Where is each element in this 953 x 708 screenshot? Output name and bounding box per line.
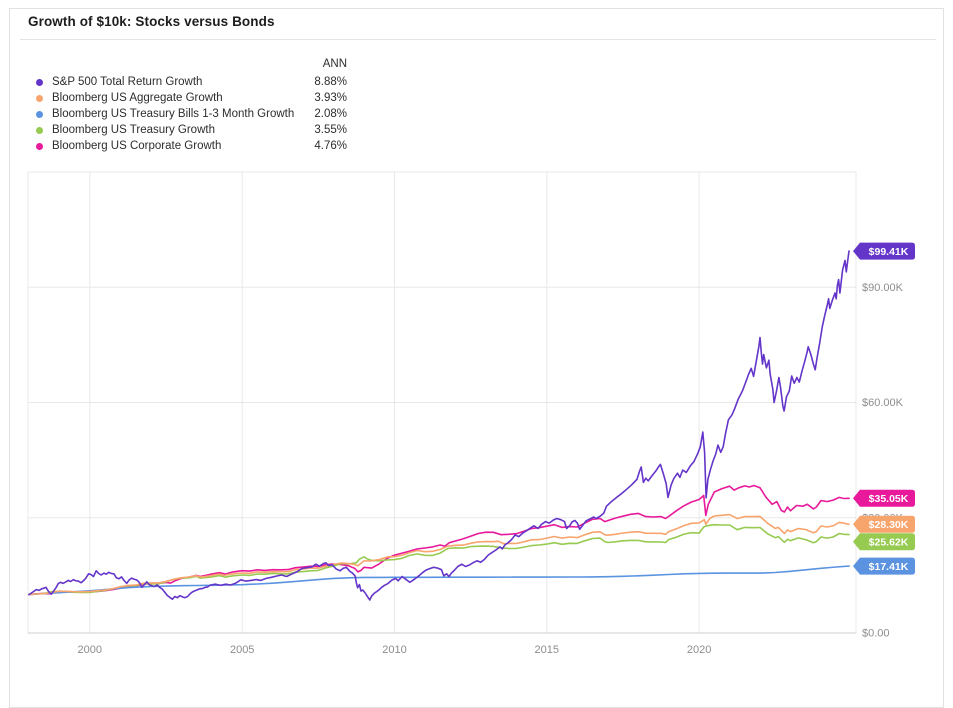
- x-axis-tick-label: 2000: [78, 644, 102, 656]
- end-value-badge: $35.05K: [853, 489, 915, 507]
- legend-dot-icon: [36, 142, 43, 150]
- svg-text:$28.30K: $28.30K: [869, 519, 909, 531]
- svg-text:$99.41K: $99.41K: [869, 246, 909, 258]
- legend-ann-header: ANN: [322, 58, 347, 70]
- series-line: [28, 484, 850, 596]
- legend-series-name: Bloomberg US Treasury Growth: [52, 124, 215, 136]
- svg-text:$35.05K: $35.05K: [869, 493, 909, 505]
- y-axis-tick-label: $90.00K: [862, 282, 904, 294]
- title-divider: [20, 39, 936, 40]
- y-axis-tick-label: $0.00: [862, 628, 890, 640]
- legend-dot-icon: [36, 110, 43, 118]
- legend-row[interactable]: S&P 500 Total Return Growth 8.88%: [36, 74, 347, 90]
- end-value-badge: $17.41K: [853, 557, 915, 575]
- legend-ann-value: 4.76%: [314, 140, 347, 152]
- legend-series-name: Bloomberg US Aggregate Growth: [52, 92, 223, 104]
- legend-row[interactable]: Bloomberg US Aggregate Growth 3.93%: [36, 90, 347, 106]
- series-line: [28, 513, 850, 596]
- legend-series-name: Bloomberg US Corporate Growth: [52, 140, 222, 152]
- legend-ann-value: 2.08%: [314, 108, 347, 120]
- legend-dot-icon: [36, 78, 43, 86]
- legend-dot-icon: [36, 94, 43, 102]
- x-axis-tick-label: 2010: [382, 644, 406, 656]
- end-value-badge: $28.30K: [853, 515, 915, 533]
- end-value-badge: $25.62K: [853, 533, 915, 551]
- chart-title: Growth of $10k: Stocks versus Bonds: [28, 14, 275, 29]
- legend-row[interactable]: Bloomberg US Corporate Growth 4.76%: [36, 138, 347, 154]
- legend-dot-icon: [36, 126, 43, 134]
- legend-ann-value: 3.55%: [314, 124, 347, 136]
- legend-row[interactable]: Bloomberg US Treasury Growth 3.55%: [36, 122, 347, 138]
- legend-row[interactable]: Bloomberg US Treasury Bills 1-3 Month Gr…: [36, 106, 347, 122]
- end-value-badge: $99.41K: [853, 242, 915, 260]
- legend-series-name: Bloomberg US Treasury Bills 1-3 Month Gr…: [52, 108, 295, 120]
- series-line: [28, 565, 850, 596]
- legend-series-name: S&P 500 Total Return Growth: [52, 76, 203, 88]
- svg-text:$17.41K: $17.41K: [869, 561, 909, 573]
- x-axis-tick-label: 2020: [687, 644, 711, 656]
- y-axis-tick-label: $60.00K: [862, 397, 904, 409]
- svg-text:$25.62K: $25.62K: [869, 537, 909, 549]
- series-line: [28, 523, 850, 596]
- x-axis-tick-label: 2015: [535, 644, 559, 656]
- x-axis-tick-label: 2005: [230, 644, 254, 656]
- growth-line-chart[interactable]: 20002005201020152020$0.00$30.00K$60.00K$…: [0, 0, 953, 677]
- legend-header-row: ANN: [36, 57, 347, 72]
- chart-legend: ANN S&P 500 Total Return Growth 8.88% Bloo…: [36, 57, 347, 154]
- legend-ann-value: 8.88%: [314, 76, 347, 88]
- legend-ann-value: 3.93%: [314, 92, 347, 104]
- series-line: [28, 250, 850, 601]
